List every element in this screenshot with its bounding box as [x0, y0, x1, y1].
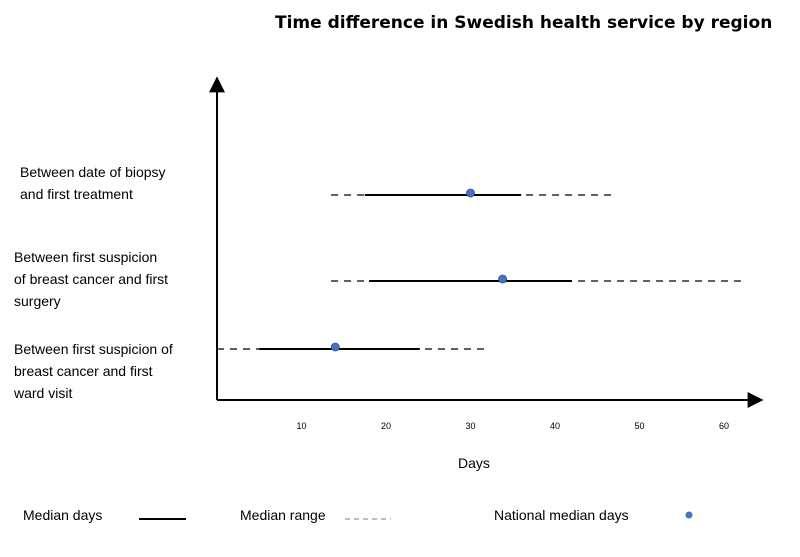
legend-label-median-days: Median days [23, 507, 103, 523]
legend-label-national-median: National median days [494, 507, 629, 523]
category-label-surgery: Between first suspicion of breast cancer… [14, 249, 169, 309]
x-tick-label: 10 [296, 421, 306, 431]
legend-swatch-national-median [685, 511, 693, 519]
category-label-biopsy: Between date of biopsy and first treatme… [20, 164, 166, 202]
x-tick-label: 50 [634, 421, 644, 431]
x-axis-label: Days [458, 455, 490, 471]
legend-label-median-range: Median range [240, 507, 326, 523]
x-tick-label: 30 [465, 421, 475, 431]
category-label-ward-visit: Between first suspicion of breast cancer… [14, 341, 173, 401]
x-tick-label: 60 [719, 421, 729, 431]
national-median-point-ward-visit [330, 342, 340, 352]
national-median-point-surgery [498, 274, 508, 284]
chart-title: Time difference in Swedish health servic… [275, 13, 773, 33]
x-tick-label: 40 [550, 421, 560, 431]
national-median-point-biopsy [466, 188, 475, 198]
x-tick-label: 20 [381, 421, 391, 431]
